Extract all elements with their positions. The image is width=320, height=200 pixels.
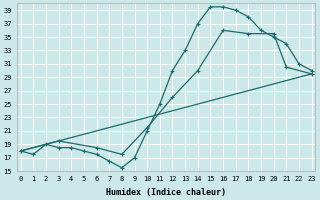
X-axis label: Humidex (Indice chaleur): Humidex (Indice chaleur): [106, 188, 226, 197]
